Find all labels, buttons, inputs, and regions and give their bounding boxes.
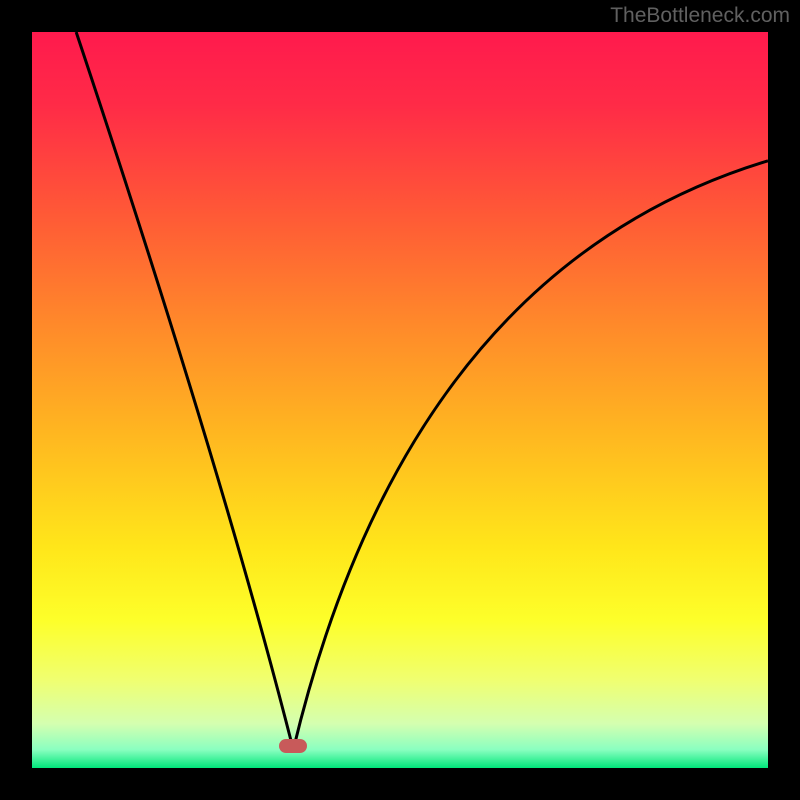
chart-plot-area <box>32 32 768 768</box>
curve-left-branch <box>76 32 293 750</box>
watermark-text: TheBottleneck.com <box>610 4 790 28</box>
curve-right-branch <box>293 161 768 750</box>
vertex-marker <box>279 739 307 753</box>
curve-svg <box>32 32 768 768</box>
